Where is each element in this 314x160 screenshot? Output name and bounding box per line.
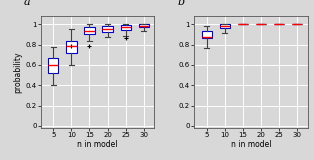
PathPatch shape — [138, 24, 149, 27]
X-axis label: n in model: n in model — [231, 140, 271, 148]
PathPatch shape — [102, 26, 113, 32]
X-axis label: n in model: n in model — [77, 140, 118, 148]
Text: b: b — [177, 0, 184, 7]
Text: a: a — [24, 0, 30, 7]
PathPatch shape — [220, 24, 230, 28]
PathPatch shape — [67, 41, 77, 53]
PathPatch shape — [202, 31, 212, 38]
PathPatch shape — [121, 25, 131, 30]
PathPatch shape — [84, 27, 95, 34]
Y-axis label: probability: probability — [14, 51, 23, 93]
PathPatch shape — [48, 58, 58, 73]
